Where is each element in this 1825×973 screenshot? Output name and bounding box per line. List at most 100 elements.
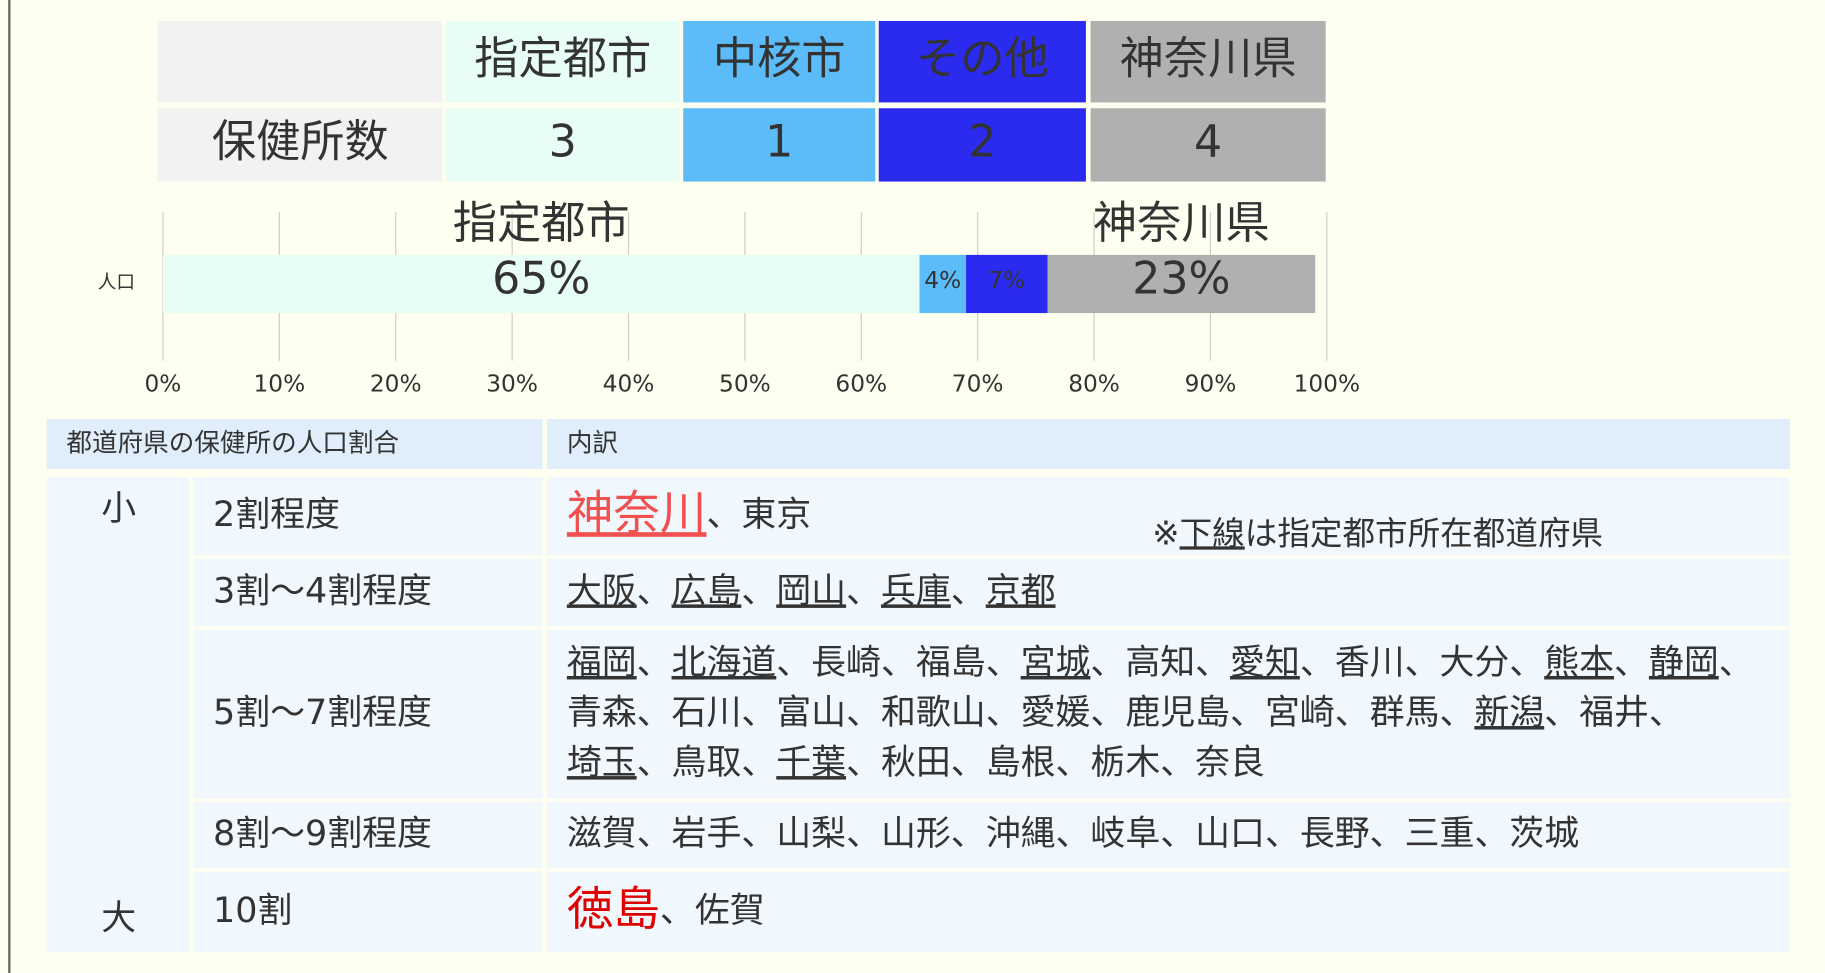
header-cell — [445, 20, 680, 103]
prefecture: 富山 — [776, 693, 846, 733]
prefecture: 千葉 — [776, 743, 846, 783]
separator: 、 — [637, 643, 672, 683]
prefecture: 東京 — [741, 495, 811, 535]
prefecture-line: 滋賀、岩手、山梨、山形、沖縄、岐阜、山口、長野、三重、茨城 — [567, 814, 1579, 854]
separator: 、 — [1230, 693, 1265, 733]
separator: 、 — [741, 743, 776, 783]
separator: 、 — [706, 495, 741, 535]
prefecture: 広島 — [672, 571, 742, 611]
prefecture: 奈良 — [1195, 743, 1265, 783]
separator: 、 — [986, 693, 1021, 733]
note: ※下線は指定都市所在都道府県 — [1152, 514, 1603, 552]
bar-label: 23% — [1132, 254, 1230, 305]
label-cell — [193, 801, 543, 869]
separator: 、 — [951, 571, 986, 611]
prefecture: 山梨 — [776, 814, 846, 854]
separator: 、 — [637, 571, 672, 611]
prefecture: 高知 — [1125, 643, 1195, 683]
separator: 、 — [846, 814, 881, 854]
note-prefix: ※ — [1152, 514, 1179, 552]
separator: 、 — [986, 643, 1021, 683]
scale-low: 小 — [101, 489, 136, 529]
separator: 、 — [951, 743, 986, 783]
prefecture: 福島 — [916, 643, 986, 683]
separator: 、 — [741, 693, 776, 733]
label-cell — [193, 558, 543, 627]
corner-cell — [157, 20, 443, 103]
header-text: 指定都市 — [474, 34, 651, 85]
header-cell — [683, 20, 876, 103]
prefecture: 長崎 — [811, 643, 881, 683]
x-tick-label: 80% — [1068, 371, 1120, 398]
separator: 、 — [1544, 693, 1579, 733]
prefecture-line: 埼玉、鳥取、千葉、秋田、島根、栃木、奈良 — [567, 743, 1265, 783]
prefecture: 岐阜 — [1090, 814, 1160, 854]
content-cell — [547, 477, 1791, 556]
x-tick-label: 30% — [486, 371, 538, 398]
separator: 、 — [1160, 814, 1195, 854]
value-cell — [683, 108, 876, 182]
row-label: 8割～9割程度 — [213, 814, 432, 854]
value-text: 4 — [1194, 116, 1222, 167]
prefecture-line: 青森、石川、富山、和歌山、愛媛、鹿児島、宮崎、群馬、新潟、福井、 — [567, 693, 1684, 733]
x-tick-label: 10% — [253, 371, 305, 398]
separator: 、 — [1195, 643, 1230, 683]
separator: 、 — [637, 743, 672, 783]
prefecture: 宮城 — [1021, 643, 1091, 683]
value-cell — [878, 108, 1086, 182]
prefecture: 愛知 — [1230, 643, 1300, 683]
value-cell — [445, 108, 680, 182]
separator: 、 — [660, 891, 695, 931]
separator: 、 — [1265, 814, 1300, 854]
prefecture-line: 神奈川、東京 — [567, 486, 811, 540]
row-label: 3割～4割程度 — [213, 571, 432, 611]
x-tick-label: 70% — [952, 371, 1004, 398]
row-label-cell — [157, 108, 443, 182]
separator: 、 — [1509, 643, 1544, 683]
prefecture: 三重 — [1405, 814, 1475, 854]
prefecture: 茨城 — [1509, 814, 1579, 854]
prefecture: 福井 — [1579, 693, 1649, 733]
prefecture-line: 福岡、北海道、長崎、福島、宮城、高知、愛知、香川、大分、熊本、静岡、 — [567, 643, 1754, 683]
separator: 、 — [637, 814, 672, 854]
separator: 、 — [776, 643, 811, 683]
bar-segment — [1047, 254, 1316, 314]
scale-cell — [46, 477, 190, 953]
bar-label: 65% — [492, 254, 590, 305]
annotation: 指定都市 — [453, 198, 630, 249]
prefecture: 熊本 — [1544, 643, 1614, 683]
x-tick-label: 40% — [603, 371, 655, 398]
label-cell — [193, 871, 543, 953]
prefecture: 島根 — [986, 743, 1056, 783]
prefecture-line: 徳島、佐賀 — [567, 881, 765, 935]
prefecture: 石川 — [672, 693, 742, 733]
x-tick-label: 20% — [370, 371, 422, 398]
header-text: 神奈川県 — [1120, 34, 1297, 85]
prefecture: 神奈川 — [567, 486, 707, 540]
x-tick-label: 90% — [1185, 371, 1237, 398]
prefecture: 群馬 — [1370, 693, 1440, 733]
bar-segment — [162, 254, 920, 314]
prefecture: 鹿児島 — [1125, 693, 1230, 733]
prefecture: 大阪 — [567, 571, 637, 611]
prefecture: 山口 — [1195, 814, 1265, 854]
value-cell — [1090, 108, 1326, 182]
separator: 、 — [1056, 814, 1091, 854]
x-tick-label: 50% — [719, 371, 771, 398]
prefecture: 栃木 — [1090, 743, 1160, 783]
content-cell — [547, 801, 1791, 869]
prefecture: 福岡 — [567, 643, 637, 683]
separator: 、 — [1370, 814, 1405, 854]
prefecture: 沖縄 — [986, 814, 1056, 854]
separator: 、 — [741, 571, 776, 611]
prefecture: 滋賀 — [567, 814, 637, 854]
prefecture: 香川 — [1335, 643, 1405, 683]
prefecture: 鳥取 — [672, 743, 742, 783]
separator: 、 — [1474, 814, 1509, 854]
x-tick-label: 60% — [835, 371, 887, 398]
prefecture: 宮崎 — [1265, 693, 1335, 733]
header-cell — [547, 418, 1791, 470]
separator: 、 — [846, 743, 881, 783]
value-text: 3 — [549, 116, 577, 167]
separator: 、 — [951, 814, 986, 854]
